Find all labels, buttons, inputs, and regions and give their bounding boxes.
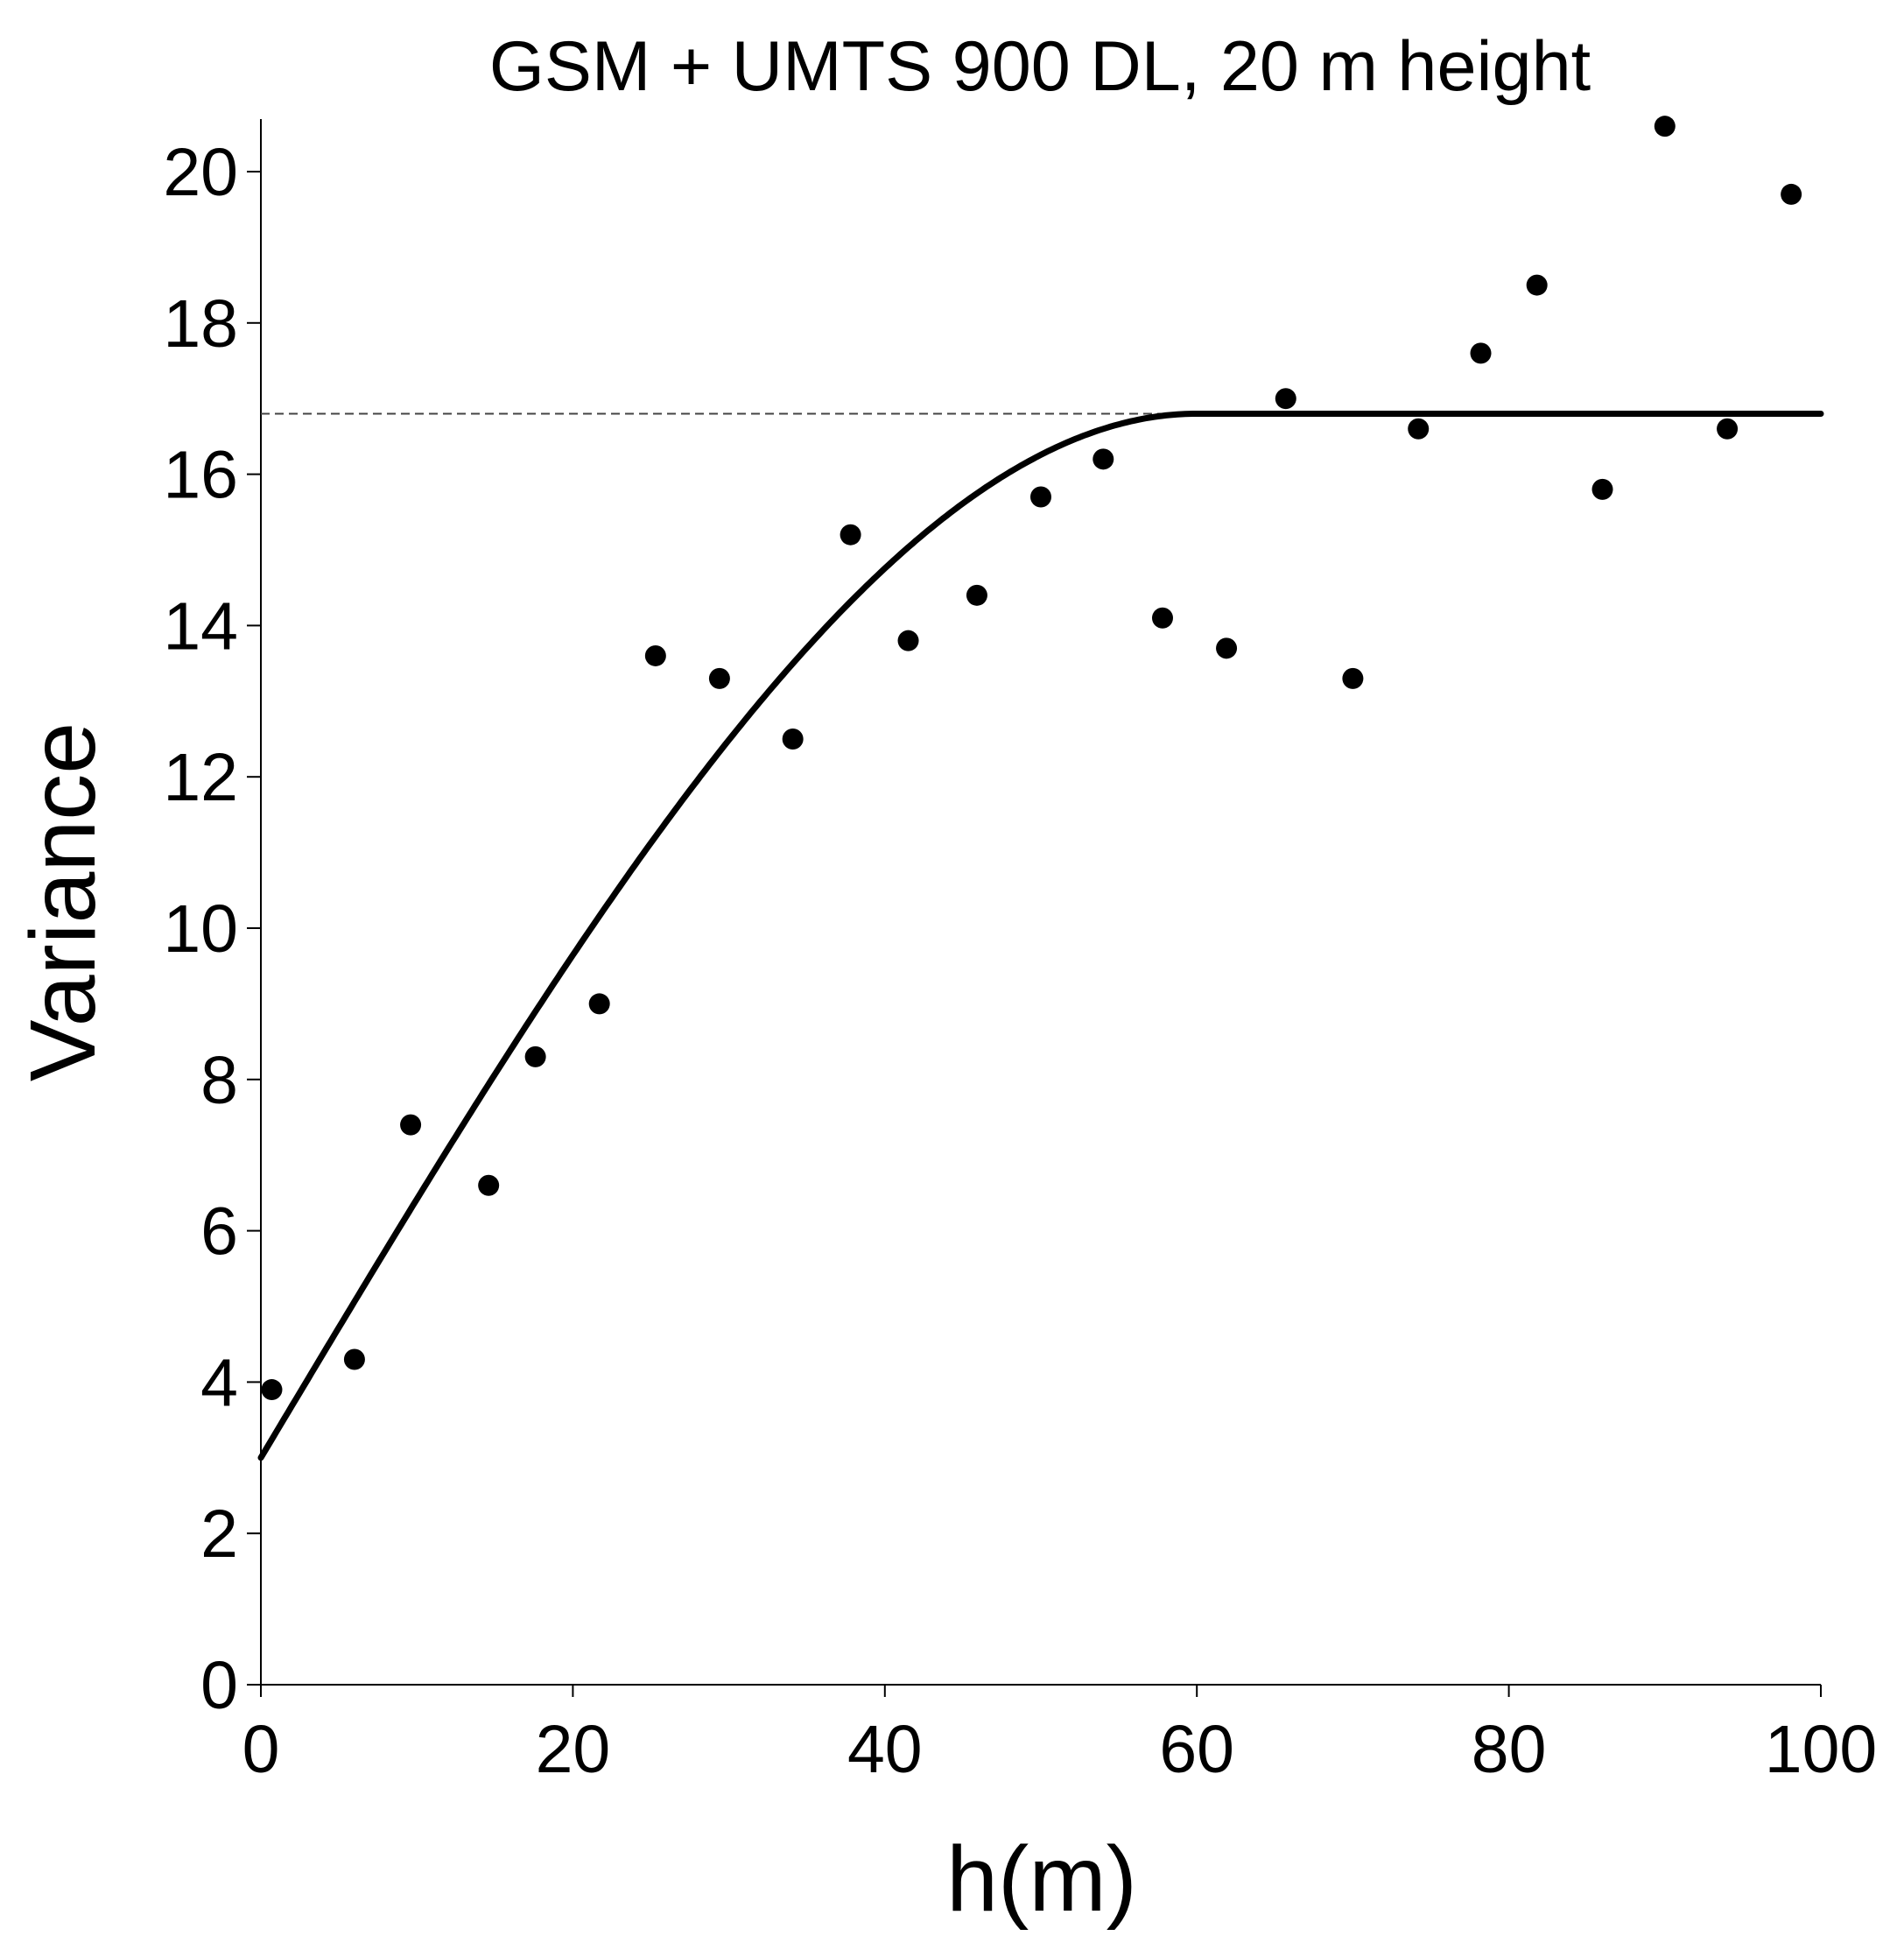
y-axis-label: Variance bbox=[11, 722, 115, 1082]
data-point bbox=[1216, 637, 1238, 659]
x-tick-label: 0 bbox=[242, 1712, 280, 1787]
data-point bbox=[400, 1114, 422, 1136]
y-tick-label: 20 bbox=[163, 135, 238, 210]
spherical-model-curve bbox=[257, 411, 1824, 1461]
y-tick-label: 10 bbox=[163, 891, 238, 967]
data-point bbox=[1526, 274, 1548, 296]
x-tick-label: 40 bbox=[847, 1712, 923, 1787]
y-tick-label: 14 bbox=[163, 588, 238, 664]
y-ticks: 0 2 4 6 8 10 12 14 16 18 20 bbox=[163, 135, 261, 1723]
data-point bbox=[1470, 342, 1492, 364]
data-point bbox=[1654, 116, 1676, 137]
data-point bbox=[1275, 388, 1296, 410]
data-point bbox=[1408, 418, 1430, 440]
data-point bbox=[708, 667, 730, 689]
data-point bbox=[1151, 607, 1173, 629]
y-tick-label: 12 bbox=[163, 740, 238, 815]
y-tick-label: 2 bbox=[200, 1496, 238, 1572]
data-point bbox=[897, 630, 919, 651]
y-tick-label: 18 bbox=[163, 286, 238, 362]
x-ticks: 0 20 40 60 80 100 bbox=[242, 1685, 1877, 1787]
data-point bbox=[966, 584, 987, 606]
data-point bbox=[261, 1379, 283, 1401]
y-tick-label: 8 bbox=[200, 1043, 238, 1118]
axes bbox=[260, 119, 1821, 1686]
data-point bbox=[343, 1348, 365, 1370]
data-point bbox=[840, 524, 861, 546]
y-tick-label: 6 bbox=[200, 1194, 238, 1270]
data-point bbox=[1591, 478, 1613, 500]
x-tick-label: 80 bbox=[1472, 1712, 1547, 1787]
x-tick-label: 20 bbox=[536, 1712, 611, 1787]
x-axis-label: h(m) bbox=[946, 1827, 1137, 1931]
y-tick-label: 0 bbox=[200, 1648, 238, 1723]
data-point bbox=[478, 1174, 500, 1196]
data-point bbox=[1093, 448, 1114, 470]
y-tick-label: 16 bbox=[163, 438, 238, 513]
data-point bbox=[644, 644, 666, 666]
data-point bbox=[588, 993, 610, 1015]
y-tick-label: 4 bbox=[200, 1345, 238, 1420]
chart-title: GSM + UMTS 900 DL, 20 m height bbox=[489, 27, 1591, 106]
data-point bbox=[1717, 418, 1739, 440]
data-point bbox=[524, 1045, 546, 1067]
x-tick-label: 60 bbox=[1159, 1712, 1234, 1787]
data-points bbox=[261, 116, 1802, 1401]
data-point bbox=[782, 729, 804, 750]
data-point bbox=[1781, 183, 1802, 205]
data-point bbox=[1342, 667, 1364, 689]
data-point bbox=[1030, 486, 1051, 508]
x-tick-label: 100 bbox=[1765, 1712, 1877, 1787]
